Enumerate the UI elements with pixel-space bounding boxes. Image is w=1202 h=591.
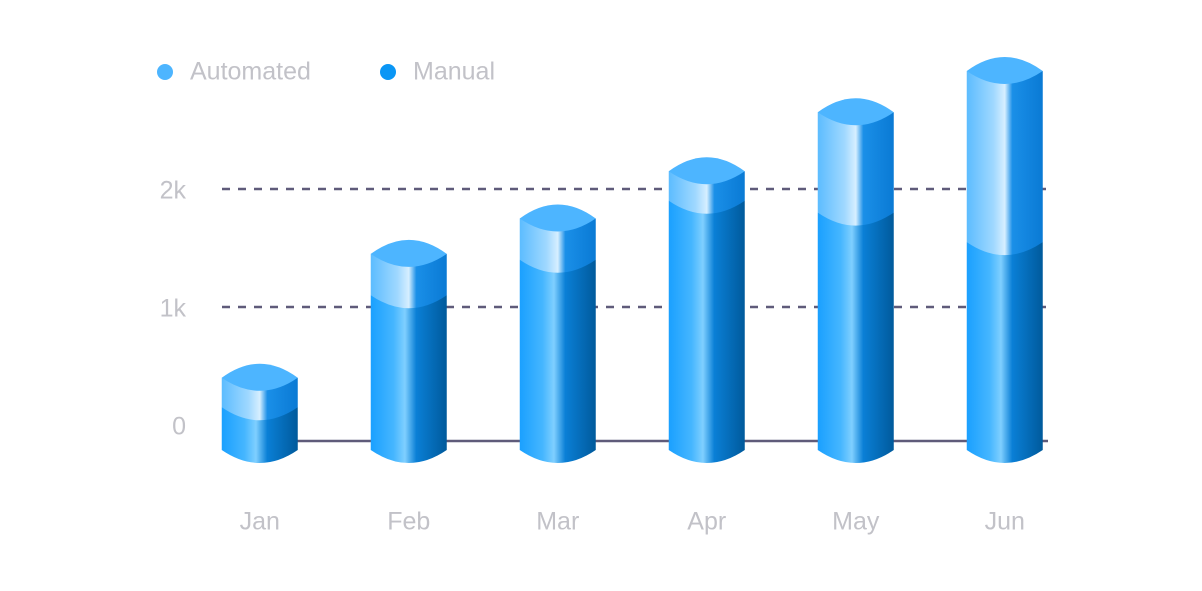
bar-segment [966,242,1043,463]
bar-segment [668,171,745,214]
legend-label: Manual [413,58,495,86]
legend-dot [157,64,173,80]
bar-segment [519,259,596,463]
legend-dot [380,64,396,80]
bar-segment [370,253,447,309]
bar-segment [966,71,1043,256]
x-tick-label: Mar [536,508,579,536]
x-tick-label: Feb [387,508,430,536]
bar-segment [370,295,447,463]
bar-cap [519,204,596,232]
x-tick-label: May [832,508,880,536]
legend-label: Automated [190,58,311,86]
y-tick-label: 2k [160,177,187,205]
y-tick-label: 1k [160,295,187,323]
x-tick-label: Jan [240,508,280,536]
bar-cap [966,57,1043,84]
bar-segment [817,212,894,463]
bar-segment [817,112,894,226]
bar-segment [221,377,298,421]
bar-cap [370,239,447,267]
x-tick-label: Jun [985,508,1025,536]
bar-cap [817,98,894,126]
bar-cap [221,363,298,391]
y-tick-label: 0 [172,413,186,441]
bar-cap [668,157,745,185]
x-tick-label: Apr [687,508,726,536]
bar-segment [221,407,298,463]
bar-segment [668,200,745,464]
bar-segment [519,218,596,273]
